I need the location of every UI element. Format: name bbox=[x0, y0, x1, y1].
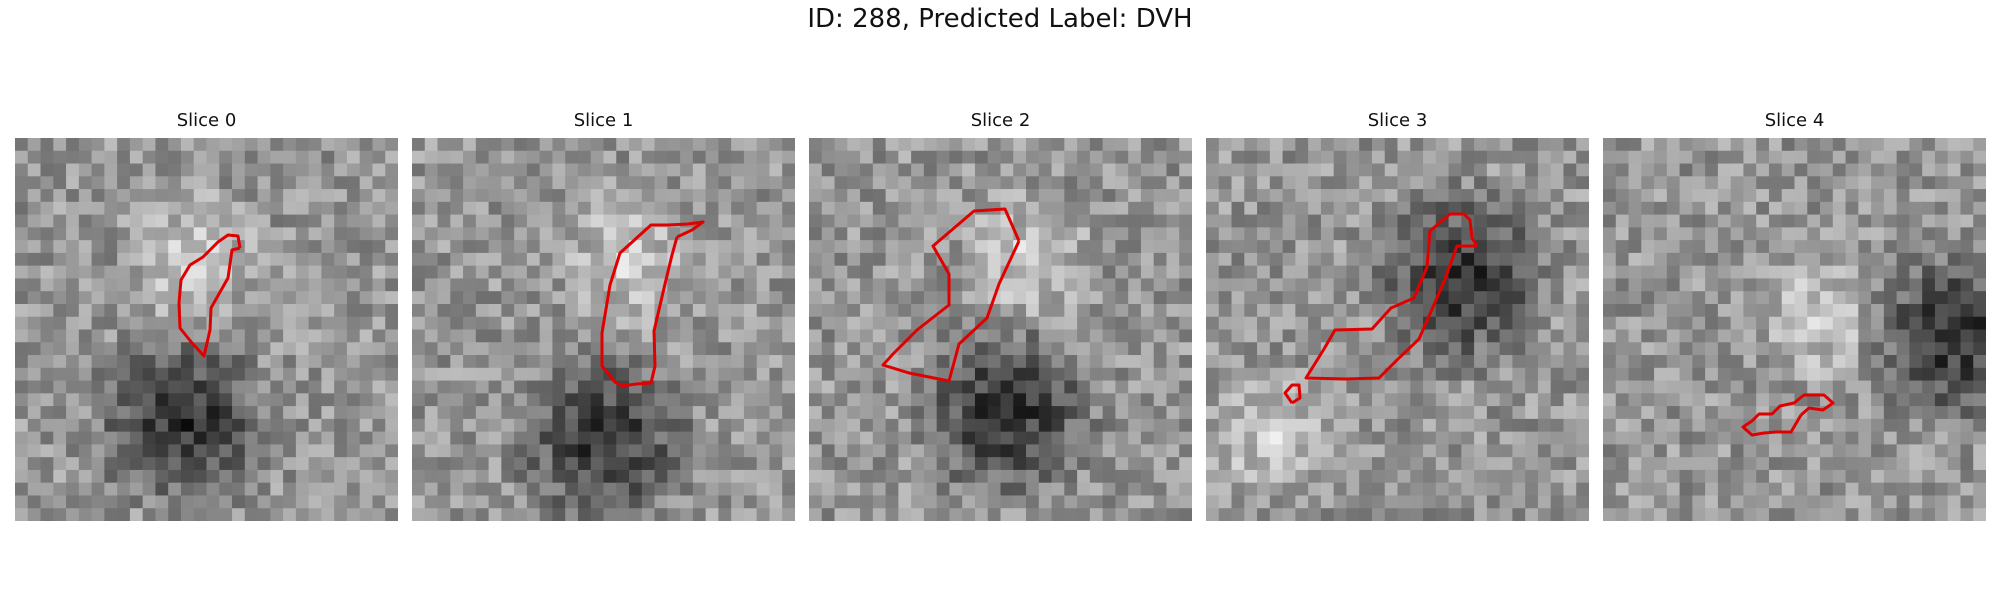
contour bbox=[881, 207, 1021, 383]
slice-panel-1: Slice 1 bbox=[412, 104, 795, 521]
slice-canvas bbox=[809, 138, 1192, 521]
slice-image bbox=[1603, 138, 1986, 521]
slice-panel-2: Slice 2 bbox=[809, 104, 1192, 521]
slice-canvas bbox=[1206, 138, 1589, 521]
slice-image bbox=[412, 138, 795, 521]
contour bbox=[600, 220, 705, 388]
grayscale-pixels bbox=[1206, 138, 1589, 521]
slice-image bbox=[1206, 138, 1589, 521]
slice-canvas bbox=[15, 138, 398, 521]
slice-image bbox=[809, 138, 1192, 521]
grayscale-pixels bbox=[412, 138, 795, 521]
slice-title: Slice 2 bbox=[970, 110, 1031, 131]
slice-panel-4: Slice 4 bbox=[1603, 104, 1986, 521]
slice-panel-3: Slice 3 bbox=[1206, 104, 1589, 521]
slice-image bbox=[15, 138, 398, 521]
slice-title: Slice 3 bbox=[1367, 110, 1428, 131]
contour bbox=[1304, 212, 1479, 381]
slice-canvas bbox=[412, 138, 795, 521]
slice-title: Slice 1 bbox=[573, 110, 634, 131]
grayscale-pixels bbox=[809, 138, 1192, 521]
grayscale-pixels bbox=[15, 138, 398, 521]
slice-title: Slice 0 bbox=[176, 110, 237, 131]
slice-canvas bbox=[1603, 138, 1986, 521]
contour bbox=[1741, 393, 1835, 437]
slice-panel-0: Slice 0 bbox=[15, 104, 398, 521]
figure-title: ID: 288, Predicted Label: DVH bbox=[807, 4, 1193, 34]
contour bbox=[177, 233, 242, 358]
slice-title: Slice 4 bbox=[1764, 110, 1825, 131]
grayscale-pixels bbox=[1603, 138, 1986, 521]
contour-fragment bbox=[1283, 383, 1302, 405]
